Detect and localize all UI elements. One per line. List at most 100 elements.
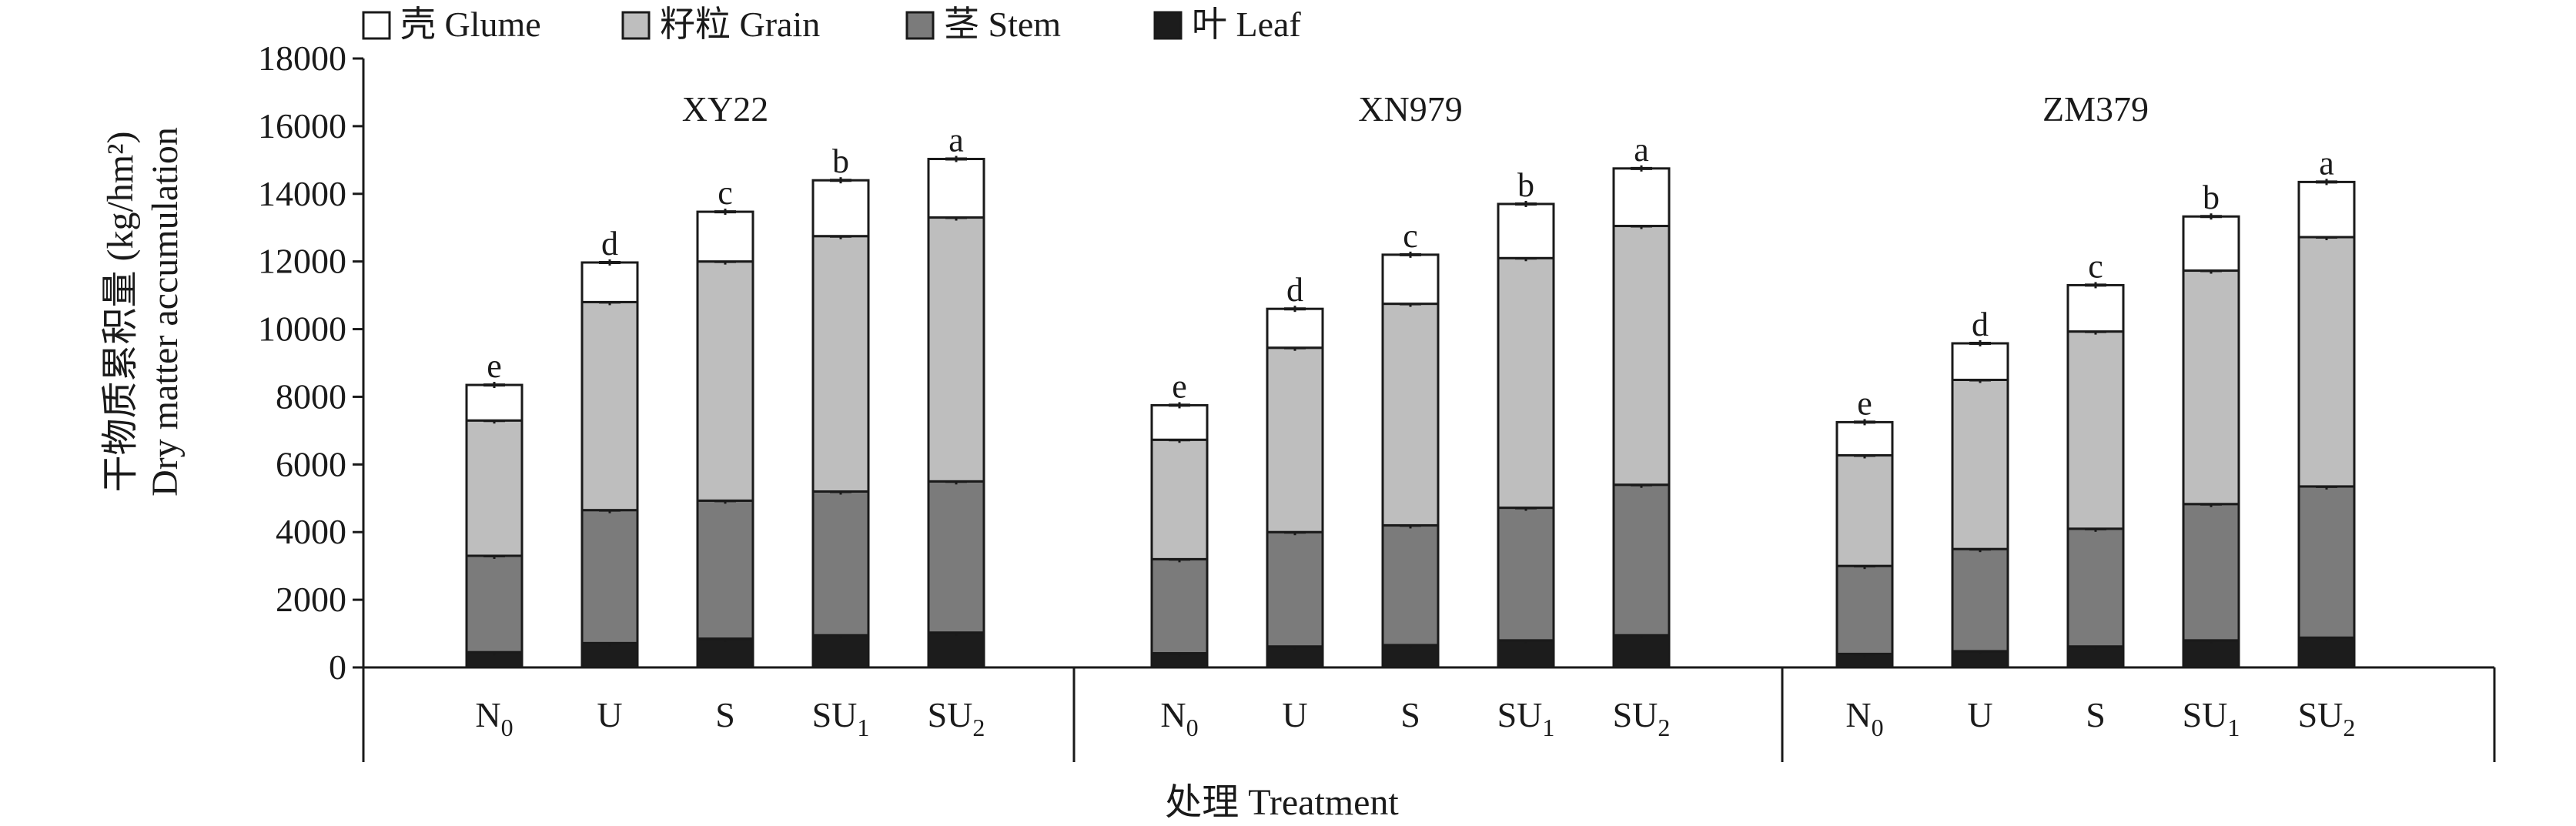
bar-segment-leaf: [927, 631, 985, 669]
y-tick-label: 14000: [258, 174, 346, 213]
bar-segment-glume: [465, 383, 524, 422]
bar-segment-stem: [927, 480, 985, 634]
x-category-label: U: [1967, 695, 1992, 734]
bar-segment-glume: [1266, 307, 1324, 349]
significance-label-glume: b: [2203, 179, 2220, 216]
significance-label-glume: b: [1517, 166, 1534, 204]
x-category-subscript: 0: [1872, 714, 1884, 741]
x-category-subscript: 1: [1542, 714, 1554, 741]
bar-segment-stem: [465, 554, 524, 654]
x-category-subscript: 0: [1186, 714, 1199, 741]
bar-segment-leaf: [1612, 634, 1671, 669]
x-category-label: N0: [1845, 695, 1883, 741]
bar-segment-stem: [696, 499, 754, 640]
x-category-subscript: 0: [501, 714, 514, 741]
significance-label-glume: a: [948, 122, 964, 159]
bar-segment-leaf: [1266, 645, 1324, 669]
bar-segment-leaf: [696, 637, 754, 669]
bar-segment-glume: [696, 210, 754, 263]
bar-segment-stem: [811, 490, 870, 637]
significance-label-glume: d: [1286, 271, 1303, 309]
x-category-label: U: [1282, 695, 1307, 734]
y-tick-label: 2000: [276, 580, 346, 619]
significance-label-glume: e: [1172, 367, 1187, 405]
x-category-label: SU2: [2298, 695, 2356, 741]
legend-label-leaf: 叶 Leaf: [1192, 5, 1301, 44]
legend-label-stem: 茎 Stem: [944, 5, 1061, 44]
x-category-label: U: [597, 695, 622, 734]
significance-label-glume: d: [1972, 306, 1989, 343]
y-tick-label: 12000: [258, 242, 346, 281]
x-category-subscript: 2: [2343, 714, 2355, 741]
y-tick-label: 8000: [276, 376, 346, 416]
bar-segment-glume: [2182, 215, 2240, 273]
bar-segment-grain: [2182, 269, 2240, 506]
x-axis-title: 处理 Treatment: [1165, 782, 1399, 823]
group-title: ZM379: [2042, 89, 2149, 129]
bar-segment-glume: [1150, 403, 1209, 441]
significance-label-glume: c: [1403, 217, 1418, 255]
y-axis-title: 干物质累积量 (kg/hm²) Dry matter accumulation: [100, 127, 186, 497]
significance-label-glume: a: [2319, 144, 2334, 182]
x-category-subscript: 1: [857, 714, 869, 741]
bar-segment-leaf: [811, 634, 870, 669]
bar-segment-leaf: [2297, 636, 2356, 669]
bar-segment-stem: [2066, 527, 2125, 648]
bar-segment-glume: [1612, 167, 1671, 228]
bar-segment-stem: [1835, 564, 1894, 655]
bar-segment-leaf: [2066, 645, 2125, 669]
y-tick-label: 0: [329, 647, 346, 687]
bar-segment-grain: [927, 216, 985, 483]
bar-segment-grain: [1266, 346, 1324, 533]
bar-segment-grain: [1497, 256, 1555, 510]
bars: XY22eeeeN0ddddUccccSbbbbSU1aaaaSU2XN979d…: [465, 89, 2356, 741]
bar-segment-stem: [1150, 557, 1209, 655]
group-title: XN979: [1358, 89, 1462, 129]
bar-segment-stem: [1497, 507, 1555, 642]
x-category-subscript: 2: [972, 714, 985, 741]
y-tick-label: 10000: [258, 309, 346, 349]
bar-segment-leaf: [1381, 644, 1440, 669]
bar-segment-grain: [696, 260, 754, 502]
bar-segment-glume: [1497, 202, 1555, 259]
bar-segment-stem: [1381, 523, 1440, 647]
bar-segment-grain: [1951, 378, 2009, 550]
y-tick-label: 6000: [276, 444, 346, 483]
bar-segment-glume: [927, 158, 985, 219]
legend-swatch-glume: [362, 11, 391, 40]
significance-label-glume: c: [2088, 247, 2103, 285]
bar-segment-grain: [2297, 236, 2356, 488]
bar-segment-stem: [1951, 547, 2009, 653]
group-title: XY22: [682, 89, 768, 129]
legend-swatch-stem: [905, 11, 935, 40]
legend-swatch-leaf: [1153, 11, 1183, 40]
bar-segment-glume: [1381, 253, 1440, 306]
y-tick-label: 16000: [258, 106, 346, 145]
bar-segment-grain: [1381, 303, 1440, 527]
bar-segment-glume: [2066, 283, 2125, 333]
x-category-subscript: 2: [1658, 714, 1670, 741]
y-axis-title-en: Dry matter accumulation: [145, 127, 186, 497]
x-category-label: SU1: [812, 695, 870, 741]
legend-swatch-grain: [621, 11, 651, 40]
y-tick-label: 4000: [276, 512, 346, 551]
axes: 0200040006000800010000120001400016000180…: [258, 38, 2496, 762]
bar-segment-stem: [2182, 503, 2240, 642]
x-category-label: S: [1400, 695, 1420, 734]
x-category-label: SU2: [928, 695, 985, 741]
bar-segment-grain: [811, 235, 870, 493]
bar-segment-leaf: [580, 641, 639, 669]
bar-segment-grain: [1835, 453, 1894, 567]
x-category-label: S: [2086, 695, 2106, 734]
bar-segment-stem: [2297, 485, 2356, 639]
significance-label-glume: a: [1634, 131, 1649, 169]
significance-label-glume: e: [1857, 384, 1872, 422]
bar-segment-glume: [1835, 420, 1894, 456]
significance-label-glume: b: [832, 142, 849, 180]
bar-segment-grain: [580, 300, 639, 512]
legend-label-grain: 籽粒 Grain: [660, 5, 820, 44]
x-category-subscript: 1: [2227, 714, 2240, 741]
significance-label-glume: e: [487, 347, 502, 385]
bar-segment-glume: [2297, 180, 2356, 239]
bar-segment-grain: [1150, 438, 1209, 560]
